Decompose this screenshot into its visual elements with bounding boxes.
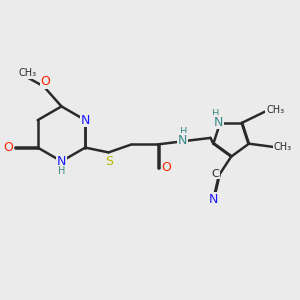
Text: CH₃: CH₃ [274, 142, 292, 152]
Text: O: O [40, 75, 50, 88]
Text: CH₃: CH₃ [266, 105, 284, 115]
Text: H: H [180, 127, 187, 137]
Text: N: N [178, 134, 187, 147]
Text: O: O [3, 141, 13, 154]
Text: O: O [162, 161, 172, 174]
Text: S: S [105, 155, 113, 168]
Text: CH₃: CH₃ [19, 68, 37, 79]
Text: N: N [209, 193, 218, 206]
Text: N: N [57, 155, 66, 168]
Text: N: N [81, 114, 90, 127]
Text: H: H [212, 109, 219, 119]
Text: C: C [212, 169, 220, 179]
Text: N: N [214, 116, 223, 129]
Text: H: H [58, 166, 65, 176]
